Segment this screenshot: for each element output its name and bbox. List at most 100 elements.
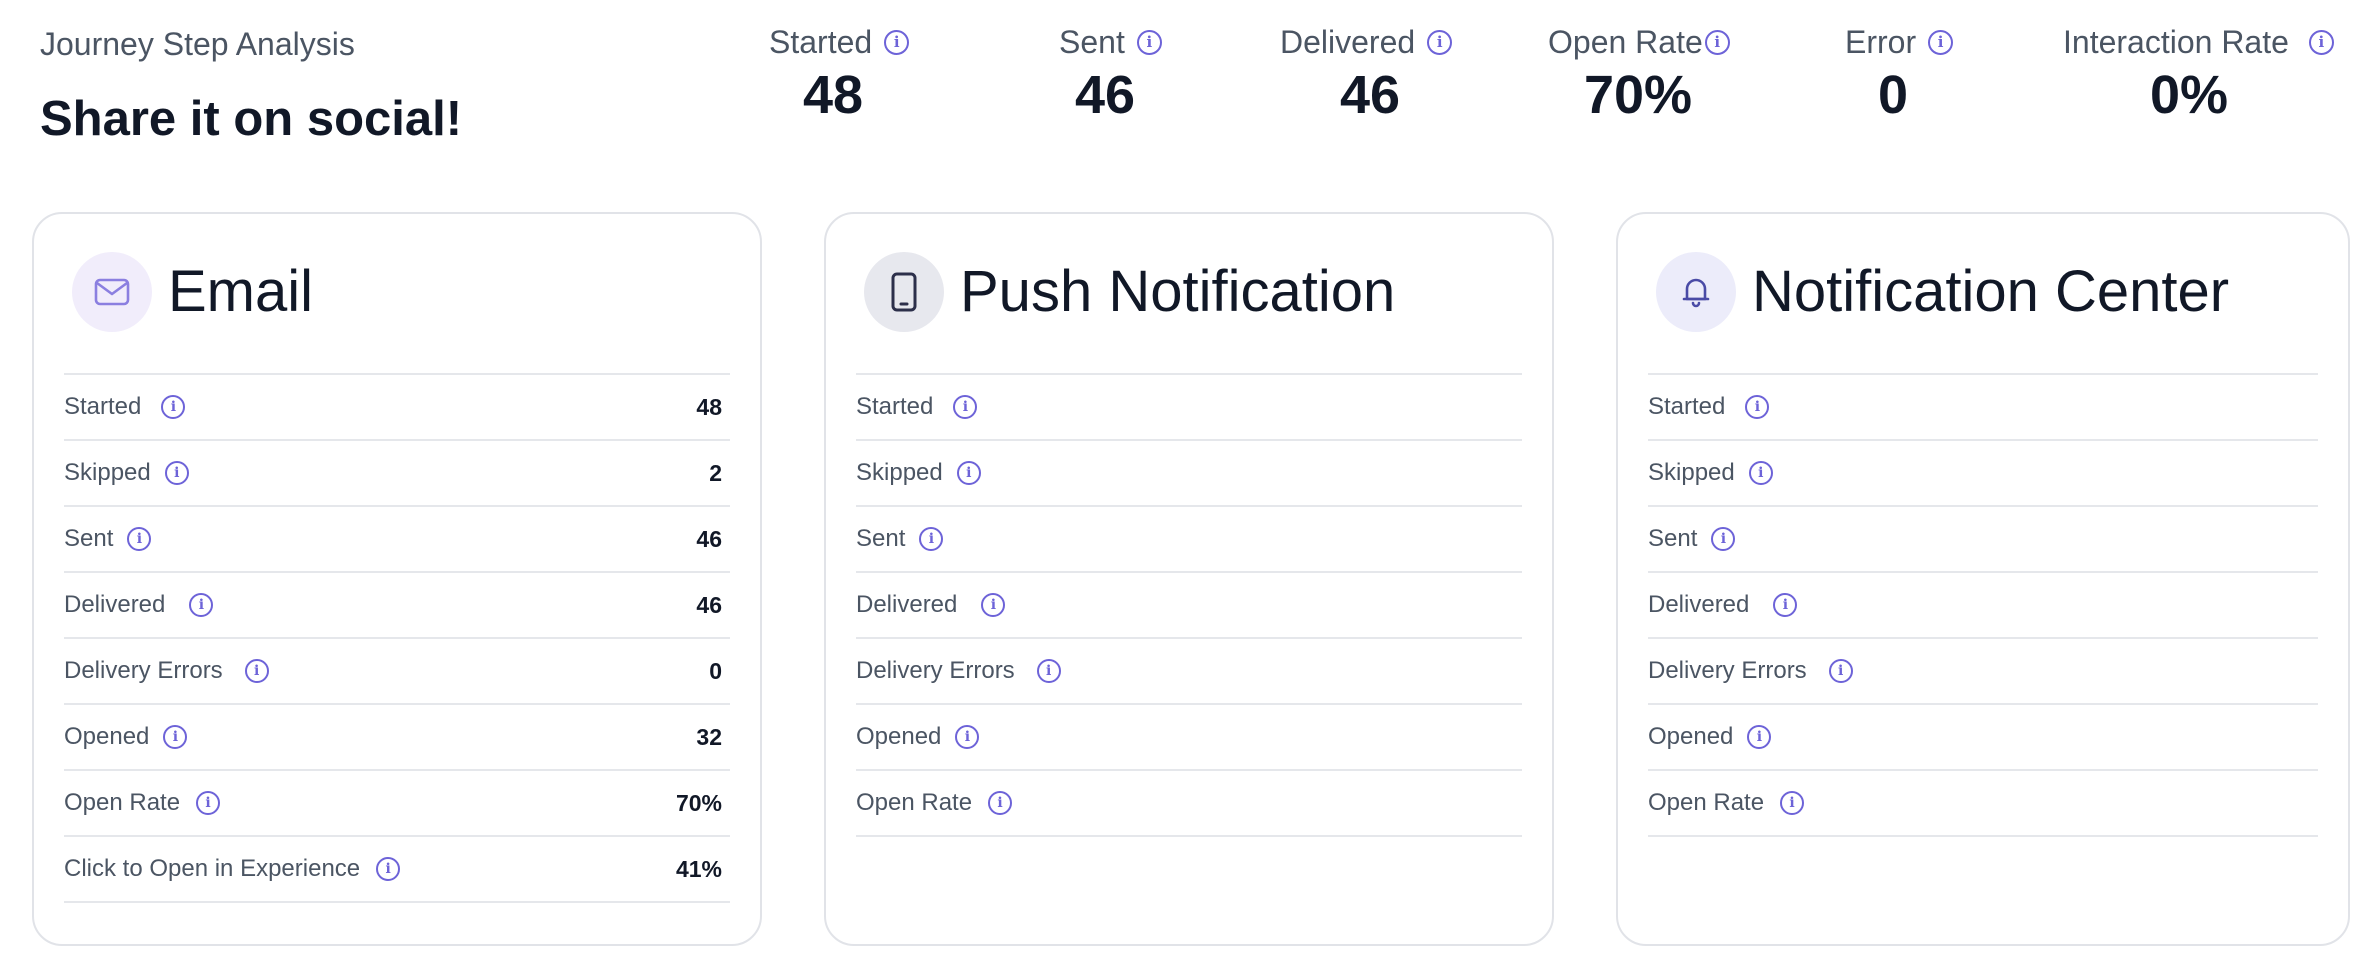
stat-row-delivered: Delivered i [856, 573, 1522, 639]
metric-value-started: 48 [802, 65, 864, 125]
info-icon[interactable]: i [919, 527, 944, 551]
stat-label: Skipped [1648, 459, 1735, 486]
stat-value: 46 [696, 591, 722, 618]
info-icon[interactable]: i [1748, 461, 1773, 485]
stat-label: Sent [64, 525, 114, 552]
stat-label: Click to Open in Experience [64, 855, 361, 882]
card-title: Notification Center [1752, 259, 2230, 324]
info-icon[interactable]: i [1928, 29, 1954, 55]
email-card: Email Started i 48 Skipped i 2 Sent i 46 De… [32, 212, 762, 946]
stat-row-opened: Opened i 32 [64, 705, 730, 771]
info-icon[interactable]: i [161, 395, 186, 419]
info-icon[interactable]: i [189, 593, 214, 617]
stat-label: Delivered [856, 591, 958, 618]
stat-row-started: Started i [1648, 375, 2318, 441]
bell-icon [1656, 252, 1736, 332]
info-icon[interactable]: i [1828, 659, 1853, 683]
stat-label: Started [856, 393, 934, 420]
stat-row-sent: Sent i [856, 507, 1522, 573]
stat-label: Opened [856, 723, 942, 750]
stat-label: Delivery Errors [1648, 657, 1807, 684]
stat-label: Skipped [64, 459, 151, 486]
stat-row-open-rate: Open Rate i 70% [64, 771, 730, 837]
stat-label: Delivered [64, 591, 166, 618]
info-icon[interactable]: i [196, 791, 221, 815]
stat-row-open-rate: Open Rate i [856, 771, 1522, 837]
info-icon[interactable]: i [1427, 29, 1453, 55]
stat-label: Sent [1648, 525, 1698, 552]
card-header: Notification Center [1656, 252, 2229, 332]
metric-error: Error i [1845, 20, 1954, 64]
page-subtitle: Journey Step Analysis [40, 26, 355, 62]
info-icon[interactable]: i [1036, 659, 1061, 683]
stat-value: 0 [709, 657, 722, 684]
metric-interaction-rate: Interaction Rate i [2063, 20, 2334, 64]
metric-label: Sent [1059, 24, 1125, 60]
stat-row-delivery-errors: Delivery Errors i [856, 639, 1522, 705]
stat-row-opened: Opened i [856, 705, 1522, 771]
stat-row-started: Started i [856, 375, 1522, 441]
card-header: Push Notification [864, 252, 1395, 332]
info-icon[interactable]: i [2308, 29, 2334, 55]
stat-row-sent: Sent i [1648, 507, 2318, 573]
info-icon[interactable]: i [1747, 725, 1772, 749]
info-icon[interactable]: i [164, 461, 189, 485]
stat-label: Open Rate [1648, 789, 1765, 816]
info-icon[interactable]: i [1773, 593, 1798, 617]
metric-label: Open Rate [1548, 24, 1703, 60]
stat-label: Open Rate [64, 789, 181, 816]
stat-row-sent: Sent i 46 [64, 507, 730, 573]
stat-value: 41% [675, 855, 722, 882]
info-icon[interactable]: i [956, 461, 981, 485]
stat-label: Open Rate [856, 789, 973, 816]
info-icon[interactable]: i [1136, 29, 1162, 55]
info-icon[interactable]: i [981, 593, 1006, 617]
info-icon[interactable]: i [953, 395, 978, 419]
stat-row-delivered: Delivered i 46 [64, 573, 730, 639]
info-icon[interactable]: i [376, 857, 401, 881]
stat-row-opened: Opened i [1648, 705, 2318, 771]
info-icon[interactable]: i [1745, 395, 1770, 419]
mail-icon [72, 252, 152, 332]
stat-label: Started [1648, 393, 1726, 420]
card-header: Email [72, 252, 313, 332]
stat-value: 46 [696, 525, 722, 552]
info-icon[interactable]: i [1780, 791, 1805, 815]
metric-sent: Sent i [1059, 20, 1162, 64]
stat-label: Opened [64, 723, 150, 750]
stat-value: 32 [696, 723, 722, 750]
metric-label: Delivered [1280, 24, 1416, 60]
info-icon[interactable]: i [244, 659, 269, 683]
info-icon[interactable]: i [127, 527, 152, 551]
stat-row-delivery-errors: Delivery Errors i [1648, 639, 2318, 705]
metric-started: Started i [769, 20, 910, 64]
info-icon[interactable]: i [1711, 527, 1736, 551]
stat-row-skipped: Skipped i 2 [64, 441, 730, 507]
card-title: Email [168, 259, 314, 324]
info-icon[interactable]: i [988, 791, 1013, 815]
info-icon[interactable]: i [163, 725, 188, 749]
metric-value-interaction-rate: 0% [2149, 65, 2229, 125]
stat-label: Delivery Errors [64, 657, 223, 684]
stats-list: Started i Skipped i Sent i Delivered i Deliv… [856, 373, 1522, 837]
metric-value-error: 0 [1877, 65, 1909, 125]
stat-value: 70% [675, 789, 722, 816]
smartphone-icon [864, 252, 944, 332]
info-icon[interactable]: i [884, 29, 910, 55]
stat-row-started: Started i 48 [64, 375, 730, 441]
card-title: Push Notification [960, 259, 1396, 324]
metric-label: Error [1845, 24, 1917, 60]
info-icon[interactable]: i [955, 725, 980, 749]
metric-label: Interaction Rate [2063, 24, 2289, 60]
metric-delivered: Delivered i [1280, 20, 1453, 64]
stat-value: 2 [709, 459, 722, 486]
stats-list: Started i Skipped i Sent i Delivered i Deliv… [1648, 373, 2318, 837]
stat-label: Delivery Errors [856, 657, 1015, 684]
info-icon[interactable]: i [1704, 29, 1730, 55]
stat-row-click-to-open: Click to Open in Experience i 41% [64, 837, 730, 903]
metric-label: Started [769, 24, 873, 60]
stat-label: Delivered [1648, 591, 1750, 618]
stat-label: Started [64, 393, 142, 420]
page-title: Share it on social! [40, 92, 463, 146]
